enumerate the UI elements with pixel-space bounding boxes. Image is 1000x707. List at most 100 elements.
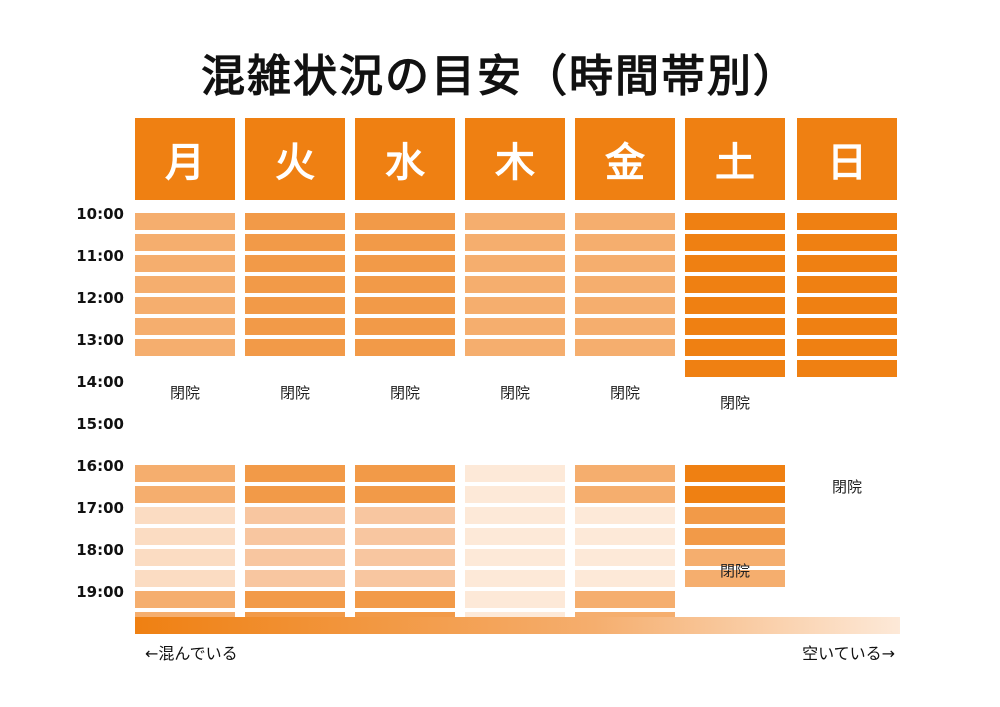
congestion-cell xyxy=(135,465,235,482)
congestion-cell xyxy=(355,318,455,335)
time-label: 19:00 xyxy=(76,583,124,601)
time-label: 10:00 xyxy=(76,205,124,223)
congestion-cell xyxy=(797,255,897,272)
congestion-cell xyxy=(135,486,235,503)
day-header-6: 日 xyxy=(797,118,897,200)
congestion-cell xyxy=(685,570,785,587)
congestion-cell xyxy=(685,276,785,293)
congestion-cell xyxy=(685,339,785,356)
congestion-cell xyxy=(465,318,565,335)
congestion-cell xyxy=(135,591,235,608)
congestion-cell xyxy=(685,507,785,524)
closed-label: 閉院 xyxy=(719,394,750,412)
closed-label: 閉院 xyxy=(609,384,640,402)
congestion-cell xyxy=(355,528,455,545)
congestion-cell xyxy=(465,486,565,503)
congestion-cell xyxy=(355,465,455,482)
congestion-cell xyxy=(355,486,455,503)
congestion-cell xyxy=(245,234,345,251)
congestion-cell xyxy=(685,234,785,251)
day-header-2: 水 xyxy=(355,118,455,200)
congestion-cell xyxy=(685,318,785,335)
congestion-cell xyxy=(797,360,897,377)
congestion-cell xyxy=(355,591,455,608)
congestion-cell xyxy=(245,507,345,524)
congestion-cell xyxy=(685,465,785,482)
congestion-cell xyxy=(465,570,565,587)
page-title: 混雑状況の目安（時間帯別） xyxy=(201,51,799,102)
congestion-cell xyxy=(797,213,897,230)
congestion-cell xyxy=(135,570,235,587)
time-label: 12:00 xyxy=(76,289,124,307)
congestion-cell xyxy=(575,507,675,524)
congestion-cell xyxy=(797,318,897,335)
congestion-cell xyxy=(685,549,785,566)
congestion-cell xyxy=(465,297,565,314)
congestion-cell xyxy=(797,276,897,293)
congestion-cell xyxy=(135,297,235,314)
congestion-cell xyxy=(465,255,565,272)
congestion-cell xyxy=(575,255,675,272)
congestion-cell xyxy=(465,528,565,545)
congestion-cell xyxy=(685,297,785,314)
congestion-cell xyxy=(135,255,235,272)
congestion-cell xyxy=(797,234,897,251)
time-label: 17:00 xyxy=(76,499,124,517)
congestion-cell xyxy=(465,465,565,482)
congestion-cell xyxy=(245,255,345,272)
congestion-cell xyxy=(355,339,455,356)
congestion-cell xyxy=(355,549,455,566)
congestion-cell xyxy=(575,465,675,482)
congestion-cell xyxy=(245,549,345,566)
closed-label: 閉院 xyxy=(831,478,862,496)
congestion-cell xyxy=(245,486,345,503)
day-header-3: 木 xyxy=(465,118,565,200)
congestion-cell xyxy=(685,528,785,545)
congestion-cell xyxy=(245,528,345,545)
closed-label: 閉院 xyxy=(279,384,310,402)
congestion-gradient-bar xyxy=(135,617,900,634)
congestion-cell xyxy=(245,591,345,608)
congestion-cell xyxy=(685,486,785,503)
congestion-cell xyxy=(245,213,345,230)
congestion-cell xyxy=(135,276,235,293)
congestion-cell xyxy=(797,339,897,356)
congestion-cell xyxy=(797,297,897,314)
congestion-cell xyxy=(575,234,675,251)
congestion-cell xyxy=(245,276,345,293)
time-label: 15:00 xyxy=(76,415,124,433)
congestion-cell xyxy=(465,591,565,608)
day-header-0: 月 xyxy=(135,118,235,200)
closed-label: 閉院 xyxy=(719,562,750,580)
congestion-cell xyxy=(245,339,345,356)
congestion-cell xyxy=(685,213,785,230)
day-header-4: 金 xyxy=(575,118,675,200)
congestion-cell xyxy=(685,255,785,272)
closed-label: 閉院 xyxy=(169,384,200,402)
congestion-cell xyxy=(575,486,675,503)
congestion-cell xyxy=(135,339,235,356)
congestion-cell xyxy=(575,213,675,230)
congestion-cell xyxy=(575,339,675,356)
time-label: 14:00 xyxy=(76,373,124,391)
congestion-cell xyxy=(135,318,235,335)
congestion-cell xyxy=(245,318,345,335)
congestion-cell xyxy=(355,255,455,272)
congestion-cell xyxy=(465,549,565,566)
congestion-cell xyxy=(355,297,455,314)
legend-empty-label: 空いている→ xyxy=(802,644,895,663)
congestion-cell xyxy=(465,234,565,251)
congestion-cell xyxy=(465,276,565,293)
congestion-cell xyxy=(465,213,565,230)
time-label: 13:00 xyxy=(76,331,124,349)
congestion-cell xyxy=(575,276,675,293)
congestion-cell xyxy=(135,213,235,230)
time-label: 16:00 xyxy=(76,457,124,475)
congestion-cell xyxy=(245,465,345,482)
closed-label: 閉院 xyxy=(499,384,530,402)
congestion-cell xyxy=(355,213,455,230)
congestion-cell xyxy=(465,339,565,356)
congestion-cell xyxy=(135,234,235,251)
congestion-cell xyxy=(245,570,345,587)
congestion-cell xyxy=(135,507,235,524)
